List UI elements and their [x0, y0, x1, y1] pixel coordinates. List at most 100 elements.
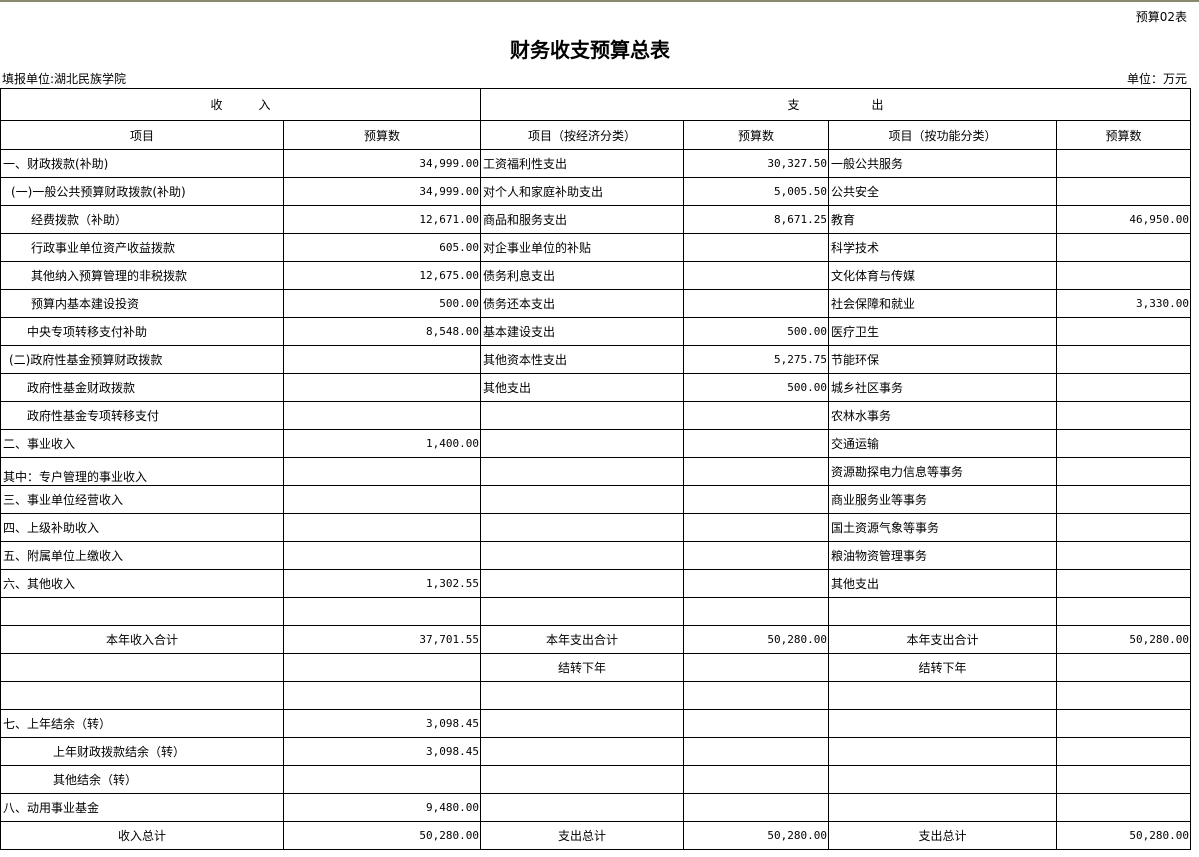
- column-header: 项目: [0, 120, 284, 150]
- budget-amount-cell: 500.00: [683, 317, 830, 346]
- budget-amount-cell: [1056, 513, 1192, 542]
- table-row: 结转下年 结转下年: [0, 653, 1192, 682]
- item-name-cell: [828, 597, 1058, 626]
- item-name-cell: [480, 597, 685, 626]
- page-title: 财务收支预算总表: [510, 38, 670, 62]
- table-row: 五、附属单位上缴收入 粮油物资管理事务: [0, 541, 1192, 570]
- item-name-cell: [480, 793, 685, 822]
- item-name-cell: 商业服务业等事务: [828, 485, 1058, 514]
- item-name-cell: 六、其他收入: [0, 569, 284, 598]
- column-header: 项目（按功能分类）: [828, 120, 1058, 150]
- budget-amount-cell: [1056, 317, 1192, 346]
- budget-amount-cell: 30,327.50: [683, 149, 830, 178]
- item-name-cell: [828, 765, 1058, 794]
- budget-amount-cell: [683, 541, 830, 570]
- budget-amount-cell: [282, 541, 482, 570]
- item-name-cell: 国土资源气象等事务: [828, 513, 1058, 542]
- item-name-cell: 基本建设支出: [480, 317, 685, 346]
- table-row: 中央专项转移支付补助 8,548.00 基本建设支出 500.00 医疗卫生: [0, 317, 1192, 346]
- item-name-cell: 交通运输: [828, 429, 1058, 458]
- budget-amount-cell: [1056, 457, 1192, 486]
- budget-amount-cell: 1,302.55: [282, 569, 482, 598]
- item-name-cell: [480, 401, 685, 430]
- budget-amount-cell: 500.00: [683, 373, 830, 402]
- currency-unit: 单位：万元: [1126, 72, 1187, 86]
- item-name-cell: 四、上级补助收入: [0, 513, 284, 542]
- table-row: 政府性基金财政拨款 其他支出 500.00 城乡社区事务: [0, 373, 1192, 402]
- section-header-row: 收 入 支 出: [0, 88, 1192, 121]
- item-name-cell: [480, 737, 685, 766]
- item-name-cell: [828, 793, 1058, 822]
- column-header: 项目（按经济分类）: [480, 120, 685, 150]
- budget-amount-cell: 34,999.00: [282, 177, 482, 206]
- budget-amount-cell: [1056, 709, 1192, 738]
- item-name-cell: [828, 681, 1058, 710]
- budget-amount-cell: [282, 597, 482, 626]
- table-row: 其他结余（转）: [0, 765, 1192, 794]
- budget-amount-cell: [282, 485, 482, 514]
- item-name-cell: 行政事业单位资产收益拨款: [0, 233, 284, 262]
- item-name-cell: 一般公共服务: [828, 149, 1058, 178]
- budget-amount-cell: 1,400.00: [282, 429, 482, 458]
- item-name-cell: 二、事业收入: [0, 429, 284, 458]
- item-name-cell: 工资福利性支出: [480, 149, 685, 178]
- item-name-cell: [828, 737, 1058, 766]
- table-row: 上年财政拨款结余（转） 3,098.45: [0, 737, 1192, 766]
- expense-section-header: 支 出: [480, 88, 1192, 121]
- table-row: 四、上级补助收入 国土资源气象等事务: [0, 513, 1192, 542]
- item-name-cell: 八、动用事业基金: [0, 793, 284, 822]
- item-name-cell: 经费拨款（补助）: [0, 205, 284, 234]
- table-row: 本年收入合计 37,701.55 本年支出合计 50,280.00 本年支出合计 50,2…: [0, 625, 1192, 654]
- item-name-cell: 商品和服务支出: [480, 205, 685, 234]
- item-name-cell: 资源勘探电力信息等事务: [828, 457, 1058, 486]
- budget-amount-cell: [1056, 653, 1192, 682]
- item-name-cell: 对企事业单位的补贴: [480, 233, 685, 262]
- item-name-cell: [828, 709, 1058, 738]
- table-row: (二)政府性基金预算财政拨款 其他资本性支出 5,275.75 节能环保: [0, 345, 1192, 374]
- table-row: 收入总计 50,280.00 支出总计 50,280.00 支出总计 50,280.00: [0, 821, 1192, 850]
- item-name-cell: [480, 709, 685, 738]
- budget-amount-cell: 5,275.75: [683, 345, 830, 374]
- budget-amount-cell: [683, 261, 830, 290]
- budget-amount-cell: [282, 457, 482, 486]
- item-name-cell: 节能环保: [828, 345, 1058, 374]
- budget-amount-cell: [282, 653, 482, 682]
- budget-amount-cell: [1056, 569, 1192, 598]
- budget-amount-cell: [1056, 233, 1192, 262]
- budget-amount-cell: [1056, 541, 1192, 570]
- budget-amount-cell: [683, 289, 830, 318]
- item-name-cell: [480, 765, 685, 794]
- item-name-cell: (二)政府性基金预算财政拨款: [0, 345, 284, 374]
- budget-amount-cell: 5,005.50: [683, 177, 830, 206]
- item-name-cell: [480, 429, 685, 458]
- item-name-cell: [480, 569, 685, 598]
- budget-amount-cell: [1056, 401, 1192, 430]
- item-name-cell: 支出总计: [828, 821, 1058, 850]
- budget-amount-cell: [282, 681, 482, 710]
- budget-amount-cell: [282, 345, 482, 374]
- item-name-cell: 政府性基金财政拨款: [0, 373, 284, 402]
- item-name-cell: 农林水事务: [828, 401, 1058, 430]
- budget-amount-cell: [683, 457, 830, 486]
- budget-amount-cell: 50,280.00: [282, 821, 482, 850]
- budget-amount-cell: [683, 681, 830, 710]
- item-name-cell: 预算内基本建设投资: [0, 289, 284, 318]
- table-row: (一)一般公共预算财政拨款(补助) 34,999.00 对个人和家庭补助支出 5,00…: [0, 177, 1192, 206]
- table-row: 二、事业收入 1,400.00 交通运输: [0, 429, 1192, 458]
- budget-amount-cell: 9,480.00: [282, 793, 482, 822]
- reporting-unit: 填报单位:湖北民族学院: [2, 72, 127, 86]
- budget-amount-cell: [1056, 765, 1192, 794]
- item-name-cell: 其他纳入预算管理的非税拨款: [0, 261, 284, 290]
- budget-amount-cell: [1056, 737, 1192, 766]
- budget-amount-cell: [282, 513, 482, 542]
- budget-amount-cell: [683, 485, 830, 514]
- item-name-cell: [480, 457, 685, 486]
- budget-amount-cell: 12,675.00: [282, 261, 482, 290]
- item-name-cell: 三、事业单位经营收入: [0, 485, 284, 514]
- budget-amount-cell: 3,098.45: [282, 709, 482, 738]
- budget-amount-cell: 3,098.45: [282, 737, 482, 766]
- budget-amount-cell: 50,280.00: [1056, 821, 1192, 850]
- item-name-cell: 粮油物资管理事务: [828, 541, 1058, 570]
- budget-amount-cell: [1056, 485, 1192, 514]
- table-row: [0, 681, 1192, 710]
